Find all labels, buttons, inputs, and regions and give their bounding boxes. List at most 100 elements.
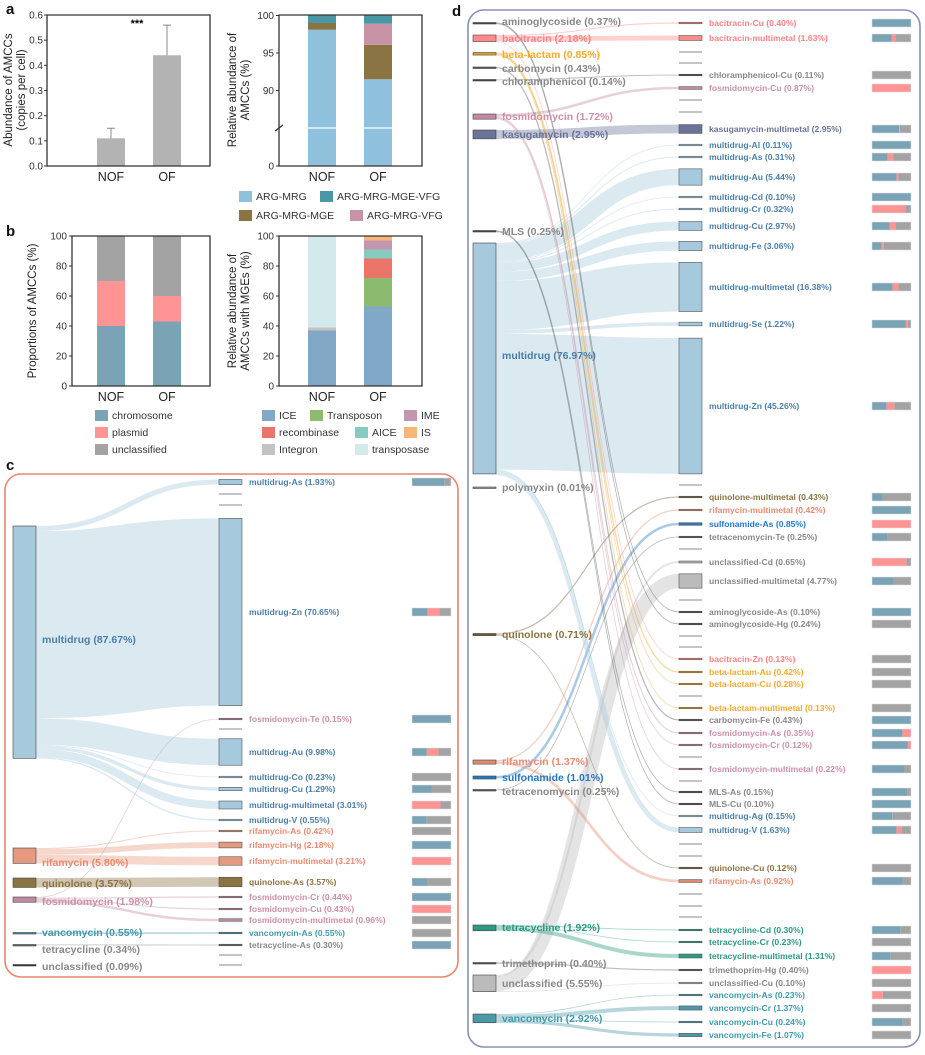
replicon-bar-unclassified [893,577,911,585]
source-node [472,962,497,965]
target-node [678,743,703,747]
replicon-bar-unclassified [872,71,911,79]
target-node [218,918,243,922]
replicon-bar-frame [871,799,912,809]
target-label: fosmidomycin-Cu (0.87%) [709,83,814,93]
legend-swatch [262,427,275,438]
bar-segment-chromosome [97,326,125,386]
axes-frame [71,235,211,387]
legend-swatch [95,444,108,455]
flow-link [494,573,681,992]
flow-link [35,896,220,899]
replicon-bar-chromosome [412,748,427,756]
target-label: multidrug-Cu (2.97%) [709,221,796,231]
flow-link [35,718,220,898]
source-node [472,22,497,25]
bar-segment-ice [364,306,392,386]
replicon-bar-frame [411,877,452,887]
target-label: rifamycin-As (0.42%) [249,826,334,836]
panel-c-sankey: multidrug (87.67%) rifamycin (5.80%) quino… [4,473,459,978]
legend-swatch [404,427,417,438]
replicon-bar-frame [871,951,912,961]
flow-link [495,52,680,673]
bar-segment-transposase [308,236,336,328]
target-node [678,993,703,997]
target-node [678,622,703,626]
flow-link [495,1005,680,1019]
target-label: fosmidomycin-multimetal (0.22%) [709,764,846,774]
replicon-bar-frame [871,401,912,411]
flow-link [495,41,680,660]
target-label: vancomycin-Cr (1.37%) [709,1003,804,1013]
legend-swatch [95,427,108,438]
flow-link [495,634,680,869]
target-node [678,155,703,159]
target-node [678,495,703,499]
target-node [218,943,243,947]
flow-link [35,842,220,855]
legend-swatch [95,410,108,421]
target-node [678,866,703,870]
flow-link [495,168,680,262]
legend-label: IME [421,410,440,422]
flow-link [495,536,680,791]
replicon-bar-unclassified [901,826,911,834]
replicon-bar-frame [871,282,912,292]
replicon-bar-plasmid [872,991,883,999]
error-bar [163,24,171,56]
target-label: quinolone-Cu (0.12%) [709,863,797,873]
flow-link [495,196,680,262]
source-label: quinolone (3.57%) [42,878,132,890]
replicon-bar-frame [871,519,912,529]
target-node [218,895,243,899]
target-node [678,1033,703,1037]
target-label: multidrug-Zn (70.65%) [249,607,339,617]
replicon-bar-unclassified [890,952,911,960]
replicon-bar-unclassified [444,478,451,486]
target-node [678,968,703,972]
y-axis-label: Relative abundance of [227,32,239,147]
replicon-bar-chromosome [872,493,883,501]
target-node [678,195,703,199]
legend-label: ARG-MRG-MGE-VFG [337,191,440,203]
significance-annotation: *** [131,18,145,30]
replicon-bar-frame [871,33,912,43]
replicon-bar-unclassified [439,608,451,616]
source-label: tetracycline (1.92%) [502,922,600,934]
replicon-bar-frame [871,679,912,689]
replicon-bar-frame [871,740,912,750]
replicon-bar-frame [411,772,452,782]
bar-segment-plasmid [153,296,181,322]
replicon-bar-unclassified [898,283,911,291]
replicon-bar-chromosome [872,402,887,410]
replicon-bar-frame [871,607,912,617]
replicon-bar-unclassified [872,704,911,712]
target-node [678,670,703,674]
replicon-bar-unclassified [898,173,911,181]
target-node [678,718,703,722]
target-node [218,800,243,810]
flow-link [495,509,680,762]
legend-label: ICE [279,410,297,422]
legend-swatch [310,410,323,421]
replicon-bar-unclassified [907,788,911,796]
replicon-bar-frame [411,477,452,487]
replicon-bar-plasmid [872,520,911,528]
flow-link [495,144,680,244]
replicon-bar-frame [411,714,452,724]
target-label: multidrug-Au (9.98%) [249,747,336,757]
replicon-bar-plasmid [887,153,894,161]
y-axis-label: AMCCs (%) [240,59,252,120]
y-tick-label: 80 [56,262,68,273]
replicon-bar-unclassified [905,205,911,213]
replicon-bar-chromosome [412,816,427,824]
target-node [678,522,703,526]
replicon-bar-unclassified [902,1018,911,1026]
y-tick-label: 100 [257,11,274,22]
source-label: bacitracin (2.18%) [502,33,591,45]
replicon-bar-frame [411,856,452,866]
flow-link [495,982,680,993]
source-node [472,924,497,932]
target-label: beta-lactam-multimetal (0.13%) [709,703,835,713]
source-node [472,66,497,69]
